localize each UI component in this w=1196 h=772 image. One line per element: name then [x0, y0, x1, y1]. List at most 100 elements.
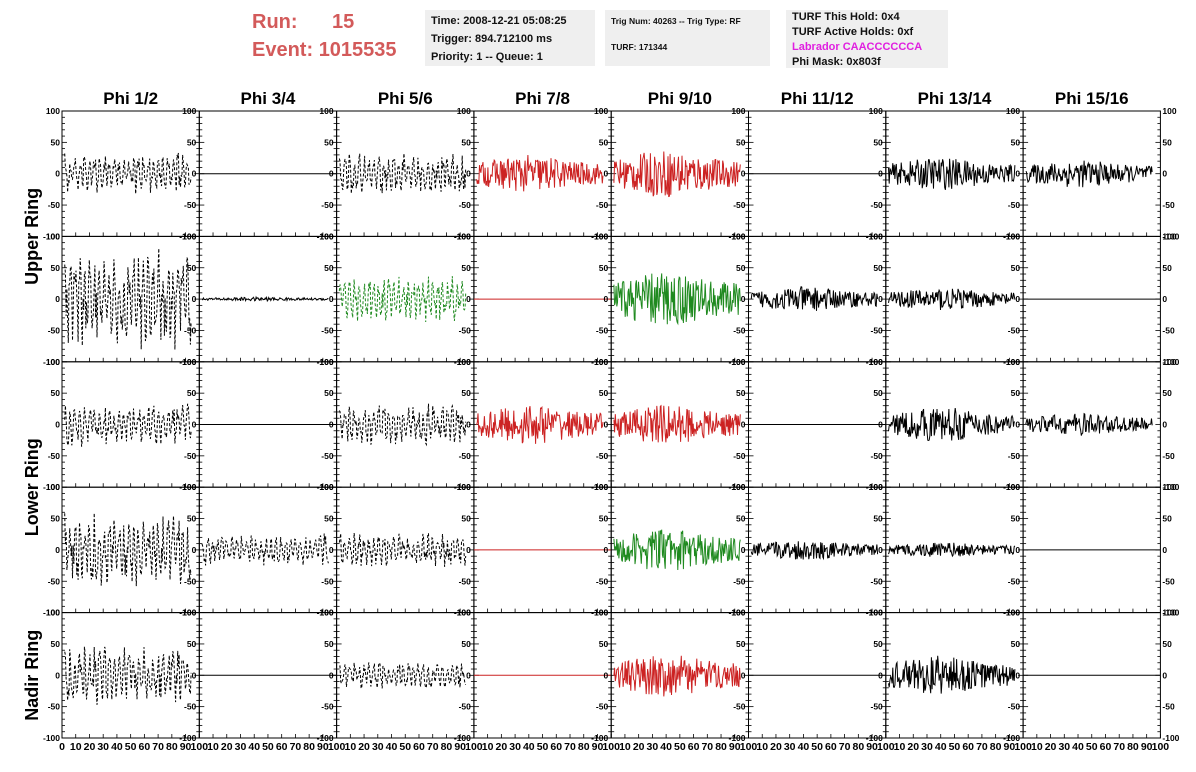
x-tick-label: 30 [921, 741, 933, 753]
x-tick-label: 100 [191, 741, 209, 753]
y-tick-label: 100 [594, 482, 608, 492]
x-tick-label: 10 [482, 741, 494, 753]
x-tick-label: 50 [537, 741, 549, 753]
priority-line: Priority: 1 -- Queue: 1 [431, 51, 543, 63]
column-header: Phi 1/2 [103, 89, 158, 108]
y-tick-label: 50 [461, 639, 471, 649]
y-tick-label: 50 [1162, 639, 1172, 649]
y-tick-label: 100 [1162, 357, 1176, 367]
y-tick-label: -50 [459, 200, 472, 210]
y-tick-label: 50 [736, 639, 746, 649]
x-tick-label: 80 [303, 741, 315, 753]
turf-info-box: TURF This Hold: 0x4 TURF Active Holds: 0… [786, 10, 948, 68]
run-value: 15 [332, 11, 355, 33]
y-tick-label: 50 [736, 263, 746, 273]
waveform-line [750, 285, 879, 311]
x-tick-label: 30 [372, 741, 384, 753]
y-tick-label: 100 [319, 231, 333, 241]
y-tick-label: -50 [1008, 576, 1021, 586]
y-tick-label: -50 [733, 325, 746, 335]
y-tick-label: 100 [457, 482, 471, 492]
y-tick-label: 100 [457, 608, 471, 618]
y-tick-label: -50 [1162, 702, 1175, 712]
x-tick-label: 30 [509, 741, 521, 753]
y-tick-label: 50 [51, 388, 61, 398]
y-tick-label: 0 [329, 545, 334, 555]
x-tick-label: 70 [564, 741, 576, 753]
y-tick-label: 0 [741, 545, 746, 555]
waveform-line [338, 403, 467, 447]
x-tick-label: 50 [674, 741, 686, 753]
x-tick-label: 100 [602, 741, 620, 753]
y-tick-label: 100 [46, 608, 60, 618]
x-tick-label: 70 [839, 741, 851, 753]
y-tick-label: -50 [596, 576, 609, 586]
waveform-line [338, 531, 467, 567]
x-tick-label: 10 [619, 741, 631, 753]
y-tick-label: 50 [324, 514, 334, 524]
y-tick-label: 100 [457, 106, 471, 116]
y-tick-label: 100 [1162, 482, 1176, 492]
y-tick-label: -50 [596, 451, 609, 461]
y-tick-label: 100 [46, 357, 60, 367]
y-tick-label: -50 [1008, 702, 1021, 712]
x-tick-label: 90 [1004, 741, 1016, 753]
y-tick-label: -100 [454, 733, 471, 743]
y-tick-label: 100 [457, 231, 471, 241]
x-tick-label: 60 [413, 741, 425, 753]
x-tick-label: 90 [729, 741, 741, 753]
y-tick-label: 0 [603, 294, 608, 304]
waveform-line [64, 248, 192, 350]
x-tick-label: 70 [427, 741, 439, 753]
y-tick-label: -50 [733, 451, 746, 461]
column-header: Phi 5/6 [378, 89, 433, 108]
y-tick-label: 50 [736, 137, 746, 147]
x-tick-label: 100 [740, 741, 758, 753]
waveform-line [1025, 412, 1153, 436]
y-tick-label: 100 [731, 608, 745, 618]
y-tick-label: -50 [596, 200, 609, 210]
turf-active-line: TURF Active Holds: 0xf [792, 26, 914, 38]
y-tick-label: 50 [599, 137, 609, 147]
y-tick-label: 0 [329, 294, 334, 304]
panel-frame [473, 110, 612, 237]
waveform-line [476, 405, 604, 444]
x-tick-label: 80 [852, 741, 864, 753]
x-tick-label: 50 [811, 741, 823, 753]
x-tick-label: 20 [907, 741, 919, 753]
y-tick-label: 0 [878, 670, 883, 680]
x-tick-label: 50 [262, 741, 274, 753]
y-tick-label: -50 [48, 702, 61, 712]
y-tick-label: 50 [873, 137, 883, 147]
x-tick-label: 90 [180, 741, 192, 753]
y-tick-label: 50 [599, 388, 609, 398]
y-tick-label: -50 [321, 200, 334, 210]
y-tick-label: 100 [594, 357, 608, 367]
y-tick-label: 0 [55, 294, 60, 304]
column-header: Phi 13/14 [918, 89, 992, 108]
y-tick-label: -50 [871, 576, 884, 586]
waveform-line [1025, 160, 1153, 188]
y-tick-label: -100 [1162, 357, 1179, 367]
waveform-line [64, 152, 192, 194]
event-value: 1015535 [318, 39, 397, 61]
y-tick-label: -100 [1162, 608, 1179, 618]
x-tick-label: 40 [935, 741, 947, 753]
phi-mask-line: Phi Mask: 0x803f [792, 56, 881, 68]
y-tick-label: 50 [1162, 514, 1172, 524]
y-tick-label: 50 [873, 639, 883, 649]
y-tick-label: -50 [1008, 325, 1021, 335]
y-tick-label: 50 [187, 388, 197, 398]
y-tick-label: -100 [43, 608, 60, 618]
y-tick-label: 100 [319, 106, 333, 116]
x-tick-label: 70 [1113, 741, 1125, 753]
x-tick-label: 70 [152, 741, 164, 753]
x-tick-label: 90 [1141, 741, 1153, 753]
y-tick-label: 100 [594, 106, 608, 116]
y-tick-label: -100 [1162, 733, 1179, 743]
y-tick-label: -50 [871, 451, 884, 461]
y-tick-label: 50 [51, 137, 61, 147]
y-tick-label: 0 [741, 294, 746, 304]
x-tick-label: 80 [990, 741, 1002, 753]
y-tick-label: -100 [866, 733, 883, 743]
